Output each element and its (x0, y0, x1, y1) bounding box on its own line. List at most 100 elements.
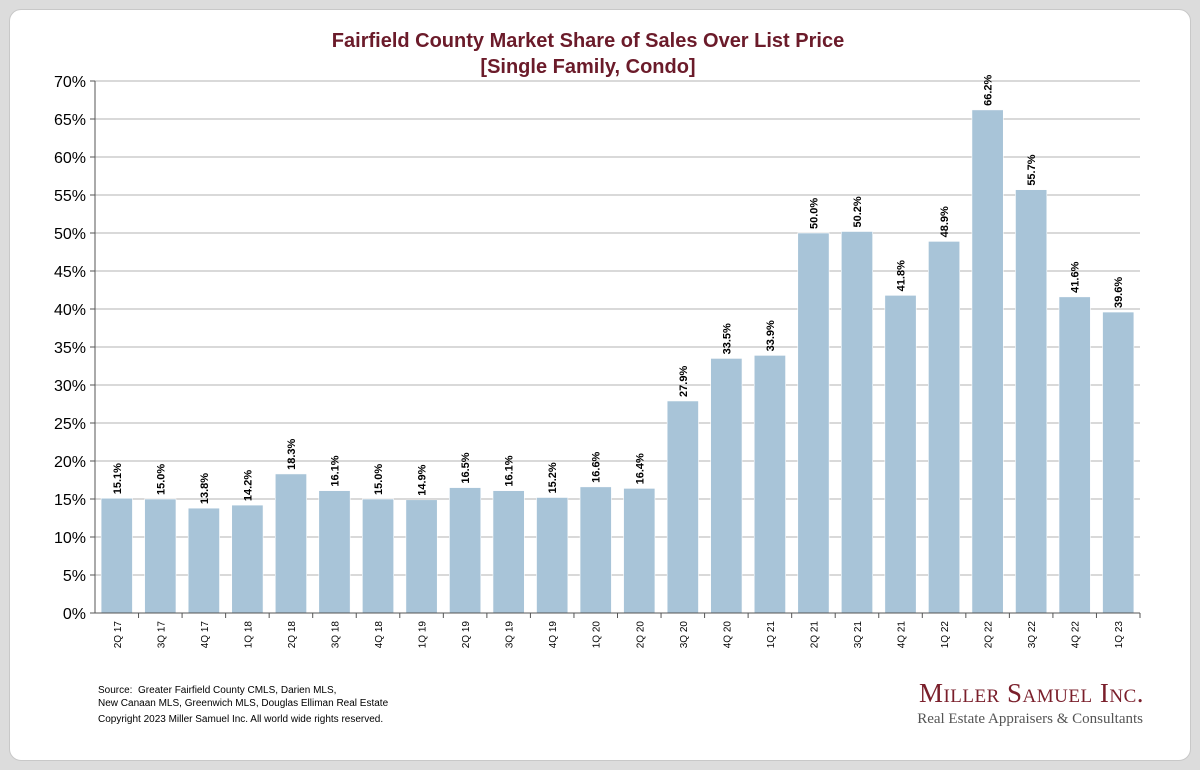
chart-title: Fairfield County Market Share of Sales O… (332, 30, 844, 52)
data-label: 33.5% (721, 323, 733, 354)
data-label: 16.1% (329, 455, 341, 486)
x-tick-label: 1Q 23 (1114, 621, 1125, 649)
x-tick-label: 3Q 17 (156, 621, 167, 649)
x-tick-label: 3Q 19 (505, 621, 516, 649)
data-label: 15.0% (373, 464, 385, 495)
company-logo-tagline: Real Estate Appraisers & Consultants (917, 711, 1143, 727)
bar (318, 490, 351, 614)
bar (928, 241, 961, 614)
data-label: 16.4% (634, 453, 646, 484)
bar (841, 231, 873, 614)
bar (710, 358, 743, 614)
y-tick-label: 25% (54, 416, 86, 433)
x-tick-label: 4Q 20 (722, 621, 733, 649)
x-tick-label: 1Q 18 (243, 621, 254, 649)
y-tick-label: 20% (54, 454, 86, 471)
data-label: 14.9% (417, 464, 429, 495)
y-tick-label: 40% (54, 302, 86, 319)
copyright-text: Copyright 2023 Miller Samuel Inc. All wo… (98, 714, 384, 725)
bar (492, 490, 525, 614)
y-tick-label: 10% (54, 530, 86, 547)
bar (1102, 311, 1135, 614)
y-tick-label: 65% (54, 112, 86, 129)
x-tick-label: 3Q 18 (330, 621, 341, 649)
data-label: 16.1% (504, 455, 516, 486)
x-tick-label: 4Q 18 (374, 621, 385, 649)
bar (753, 355, 786, 614)
y-tick-label: 45% (54, 264, 86, 281)
bar (231, 504, 264, 614)
y-tick-label: 0% (63, 606, 86, 623)
data-label: 41.8% (896, 260, 908, 291)
bar (884, 295, 917, 614)
y-tick-label: 50% (54, 226, 86, 243)
x-tick-label: 1Q 22 (940, 621, 951, 649)
x-tick-label: 2Q 19 (461, 621, 472, 649)
data-label: 18.3% (286, 439, 298, 470)
source-note: Source: Greater Fairfield County CMLS, D… (98, 684, 388, 710)
bar (971, 109, 1004, 614)
x-tick-label: 2Q 22 (984, 621, 995, 649)
x-tick-label: 2Q 20 (635, 621, 646, 649)
x-tick-label: 3Q 22 (1027, 621, 1038, 649)
x-tick-label: 2Q 18 (287, 621, 298, 649)
data-label: 33.9% (765, 320, 777, 351)
company-logo-name: Miller Samuel Inc. (918, 678, 1144, 708)
data-label: 66.2% (983, 74, 995, 105)
x-tick-label: 2Q 17 (113, 621, 124, 649)
data-label: 41.6% (1070, 261, 1082, 292)
source-line: Source: Greater Fairfield County CMLS, D… (98, 685, 337, 696)
data-label: 14.2% (242, 470, 254, 501)
bar (579, 486, 612, 614)
data-label: 13.8% (199, 473, 211, 504)
data-label: 55.7% (1026, 154, 1038, 185)
bar (1058, 296, 1091, 614)
bar (187, 507, 220, 614)
data-label: 16.5% (460, 452, 472, 483)
data-label: 39.6% (1113, 277, 1125, 308)
y-tick-label: 55% (54, 188, 86, 205)
x-tick-label: 4Q 21 (897, 621, 908, 649)
x-tick-label: 1Q 20 (592, 621, 603, 649)
axes: 0% 5% 10% 15% 20% 25% 30% 35% 40% 45% 50% 55% 60% 65%… (54, 74, 1141, 649)
bar (274, 473, 307, 614)
x-tick-label: 4Q 22 (1071, 621, 1082, 649)
data-label: 50.0% (808, 198, 820, 229)
data-label: 50.2% (852, 196, 864, 227)
y-tick-label: 60% (54, 150, 86, 167)
y-tick-label: 15% (54, 492, 86, 509)
bar (536, 497, 569, 614)
data-label: 15.2% (547, 462, 559, 493)
y-tick-label: 30% (54, 378, 86, 395)
bar (666, 400, 699, 614)
chart-subtitle: [Single Family, Condo] (480, 56, 695, 78)
bars (100, 109, 1135, 614)
x-tick-label: 2Q 21 (809, 621, 820, 649)
x-tick-label: 4Q 19 (548, 621, 559, 649)
x-tick-label: 3Q 20 (679, 621, 690, 649)
source-line: New Canaan MLS, Greenwich MLS, Douglas E… (98, 698, 389, 709)
data-label: 48.9% (939, 206, 951, 237)
x-tick-label: 1Q 21 (766, 621, 777, 649)
data-label: 15.0% (155, 464, 167, 495)
data-label: 27.9% (678, 366, 690, 397)
y-tick-label: 70% (54, 74, 86, 91)
y-tick-label: 35% (54, 340, 86, 357)
bar (144, 498, 177, 614)
gridlines (95, 80, 1140, 576)
x-tick-label: 3Q 21 (853, 621, 864, 649)
bar (100, 497, 133, 614)
bar (405, 499, 438, 614)
data-label: 16.6% (591, 451, 603, 482)
bar (797, 232, 830, 614)
x-tick-label: 4Q 17 (200, 621, 211, 649)
bar (449, 487, 482, 614)
bar (362, 498, 394, 614)
bar (1015, 189, 1048, 614)
data-labels: 15.1% 15.0% 13.8% 14.2% 18.3% 16.1% 15.0% 14.9%… (112, 74, 1125, 504)
data-label: 15.1% (112, 463, 124, 494)
bar (623, 488, 656, 614)
y-tick-label: 5% (63, 568, 86, 585)
x-tick-label: 1Q 19 (418, 621, 429, 649)
